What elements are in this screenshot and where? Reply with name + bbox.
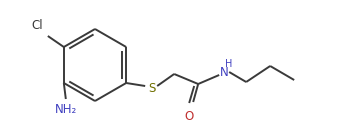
Text: NH₂: NH₂ (55, 103, 77, 116)
Text: S: S (148, 81, 156, 95)
Text: O: O (184, 110, 194, 123)
Text: H: H (225, 59, 233, 69)
Text: Cl: Cl (31, 19, 43, 32)
Text: N: N (220, 65, 229, 79)
